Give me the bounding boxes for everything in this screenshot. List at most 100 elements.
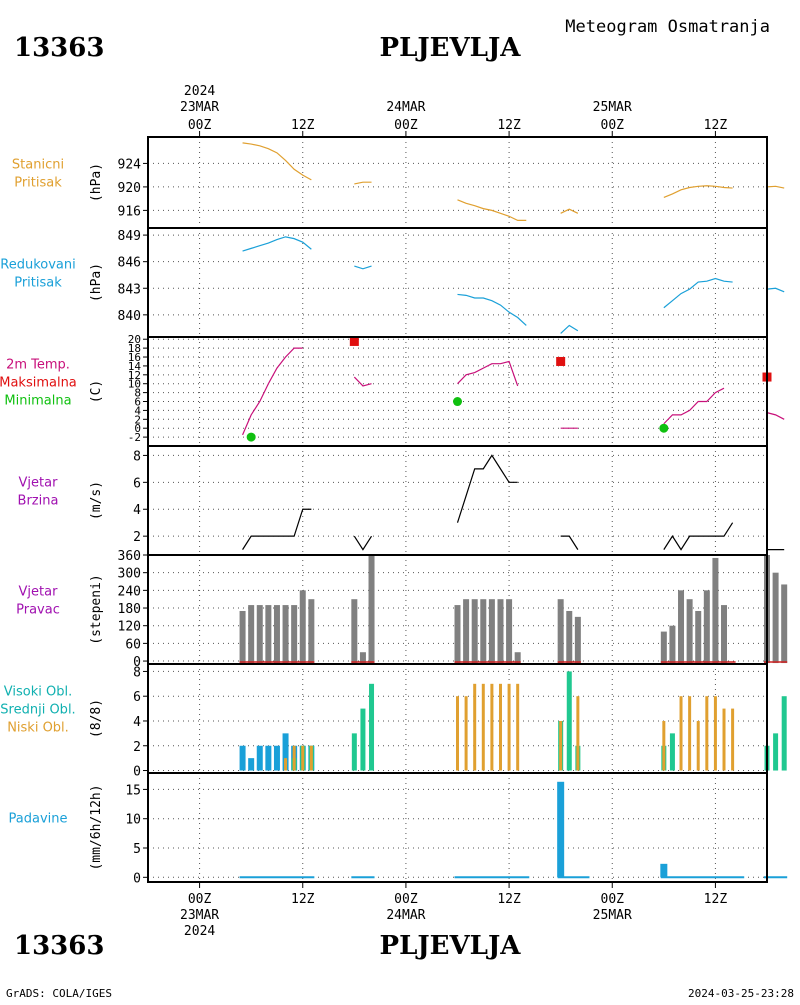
y-tick-label: 5	[133, 842, 141, 857]
cloud-bar	[696, 720, 700, 771]
reduced-line	[663, 277, 733, 309]
wind-dir-bar	[497, 599, 504, 664]
x-tick-label: 00Z	[394, 892, 418, 907]
cloud-bar	[669, 733, 675, 771]
cloud-bar	[566, 671, 572, 771]
timestamp-text: 2024-03-25-23:28	[688, 987, 794, 1000]
wind-dir-bar	[454, 605, 461, 664]
panel-label-text: 2m Temp.	[6, 358, 70, 373]
y-tick-label: 2	[133, 530, 141, 545]
cloud-bar	[559, 720, 563, 771]
precip-panel: 0 5 10 15 (mm/6h/12h) Padavine	[9, 772, 788, 886]
wind-dir-bar	[291, 605, 298, 664]
y-tick-label: 4	[134, 404, 141, 417]
wind-dir-bar	[712, 557, 719, 664]
y-tick-label: 240	[118, 584, 141, 599]
tmax-marker	[556, 356, 566, 366]
x-tick-label: 00Z	[394, 118, 418, 133]
date-label: 2024	[184, 924, 215, 939]
x-tick-label: 12Z	[497, 892, 521, 907]
wind-dir-bar	[669, 625, 676, 664]
y-tick-label: 846	[118, 256, 141, 271]
x-tick-label: 12Z	[704, 892, 728, 907]
cloud-bar	[490, 683, 494, 771]
cloud-bar	[464, 696, 468, 771]
y-tick-label: 6	[133, 476, 141, 491]
wind-dir-bar	[772, 572, 779, 664]
wind_speed-line	[353, 535, 373, 551]
wind-dir-bar	[239, 610, 246, 664]
unit-label: (hPa)	[89, 163, 104, 202]
pressure-panel: 916 920 924 (hPa) Stanicni Pritisak	[12, 136, 785, 229]
cloud-bar	[576, 696, 580, 771]
y-tick-label: 6	[134, 396, 141, 409]
cloud-bar	[731, 708, 735, 771]
x-tick-label: 00Z	[188, 892, 212, 907]
panel-label-text: Vjetar	[19, 585, 59, 600]
y-tick-label: 4	[133, 503, 141, 518]
precip-bar	[660, 863, 668, 878]
date-label: 25MAR	[593, 908, 632, 923]
pressure-line	[242, 142, 312, 181]
pressure-line	[663, 185, 733, 199]
panel-label-text: Pravac	[16, 603, 60, 618]
cloud-bar	[456, 696, 459, 771]
cloud-bar	[481, 683, 485, 771]
wind_speed-line	[663, 522, 734, 551]
x-tick-label: 12Z	[497, 118, 521, 133]
date-label: 24MAR	[386, 100, 425, 115]
cloud-bar	[722, 708, 726, 771]
y-tick-label: 0	[133, 765, 141, 780]
panel-label-text: Pritisak	[14, 276, 62, 291]
temp-frame	[147, 336, 768, 447]
temp-line	[353, 376, 372, 387]
y-tick-label: 8	[133, 449, 141, 464]
wind-dir-bar	[299, 590, 306, 664]
reduced-line	[560, 324, 579, 334]
unit-label: (C)	[89, 380, 104, 403]
pressure-line	[766, 185, 785, 189]
x-tick-label: 00Z	[601, 118, 625, 133]
y-tick-label: 10	[125, 813, 141, 828]
wind-dir-bar	[686, 599, 693, 664]
wind-dir-bar	[660, 631, 667, 664]
y-tick-label: 0	[134, 422, 141, 435]
cloud-bar	[705, 696, 709, 771]
credit-text: GrADS: COLA/IGES	[6, 987, 112, 1000]
x-tick-label: 12Z	[291, 118, 315, 133]
unit-label: (stepeni)	[89, 574, 104, 644]
unit-label: (hPa)	[89, 263, 104, 302]
cloud-bar	[309, 745, 313, 771]
y-tick-label: 4	[133, 715, 141, 730]
temp-line	[457, 360, 519, 387]
cloud-bar	[360, 708, 366, 771]
tmax-marker	[349, 336, 359, 346]
tmin-marker	[453, 397, 462, 407]
temp-line	[663, 387, 725, 425]
cloud-bar	[301, 745, 305, 771]
cloud-bar	[516, 683, 520, 771]
y-tick-label: 180	[118, 602, 141, 617]
cloud-bar	[265, 745, 272, 771]
reduced-line	[457, 293, 527, 326]
unit-label: (8/8)	[89, 699, 104, 738]
clouds-panel: 0 2 4 6 8 (8/8) Visoki Obl. Srednji Obl. Niski O…	[0, 663, 787, 780]
panel-label-text: Minimalna	[4, 394, 71, 409]
date-label: 25MAR	[593, 100, 632, 115]
cloud-bar	[351, 733, 357, 771]
y-tick-label: 843	[118, 282, 141, 297]
y-tick-label: 0	[133, 655, 141, 670]
cloud-bar	[781, 696, 787, 771]
station-id: 13363	[14, 33, 104, 63]
wind-dir-bar	[463, 599, 470, 664]
unit-label: (m/s)	[89, 481, 104, 520]
wind-dir-bar	[678, 590, 685, 664]
reduced-line	[354, 265, 372, 270]
cloud-bar	[256, 745, 263, 771]
panel-label-text: Niski Obl.	[7, 721, 69, 736]
wind-dir-bar	[721, 605, 728, 664]
x-tick-label: 12Z	[291, 892, 315, 907]
panel-label-text: Redukovani	[0, 258, 75, 273]
x-tick-label: 00Z	[188, 118, 212, 133]
y-tick-label: 849	[118, 229, 141, 244]
